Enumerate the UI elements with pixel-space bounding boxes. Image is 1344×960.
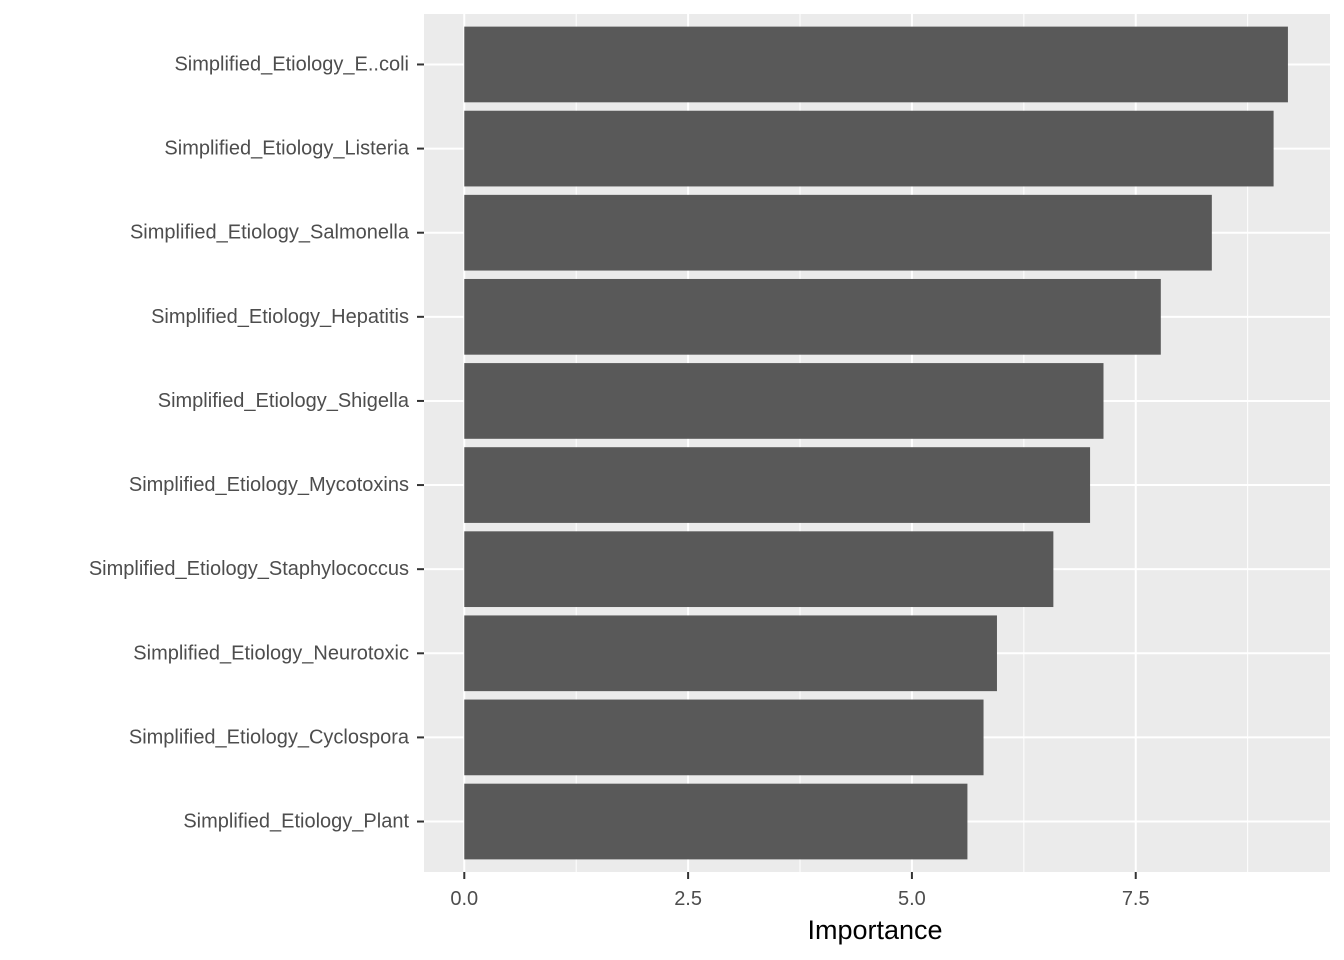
y-tick-label: Simplified_Etiology_Cyclospora: [129, 726, 410, 748]
y-tick-label: Simplified_Etiology_Mycotoxins: [129, 474, 409, 496]
bar: [464, 194, 1212, 271]
bar: [464, 531, 1054, 608]
bar: [464, 278, 1161, 355]
y-tick-label: Simplified_Etiology_Hepatitis: [151, 306, 409, 328]
y-tick-label: Simplified_Etiology_Staphylococcus: [89, 558, 409, 580]
y-tick-label: Simplified_Etiology_E..coli: [174, 53, 409, 75]
bar: [464, 363, 1104, 439]
y-tick-label: Simplified_Etiology_Neurotoxic: [133, 642, 409, 664]
bar: [464, 699, 984, 776]
x-tick-label: 0.0: [450, 888, 478, 910]
x-tick-label: 7.5: [1122, 888, 1150, 910]
y-tick-label: Simplified_Etiology_Shigella: [158, 390, 410, 412]
y-tick-label: Simplified_Etiology_Salmonella: [130, 222, 410, 244]
y-tick-label: Simplified_Etiology_Plant: [183, 811, 409, 833]
x-tick-label: 2.5: [674, 888, 702, 910]
bar: [464, 783, 968, 860]
bar: [464, 615, 997, 692]
bars: [464, 26, 1288, 860]
x-axis: 0.0 2.5 5.0 7.5: [450, 872, 1150, 910]
x-axis-title: Importance: [807, 915, 942, 945]
bar: [464, 26, 1288, 103]
bar: [464, 447, 1091, 523]
x-tick-label: 5.0: [898, 888, 926, 910]
y-tick-label: Simplified_Etiology_Listeria: [164, 138, 409, 160]
bar: [464, 110, 1274, 187]
y-axis: Simplified_Etiology_E..coli Simplified_Et…: [89, 53, 424, 833]
